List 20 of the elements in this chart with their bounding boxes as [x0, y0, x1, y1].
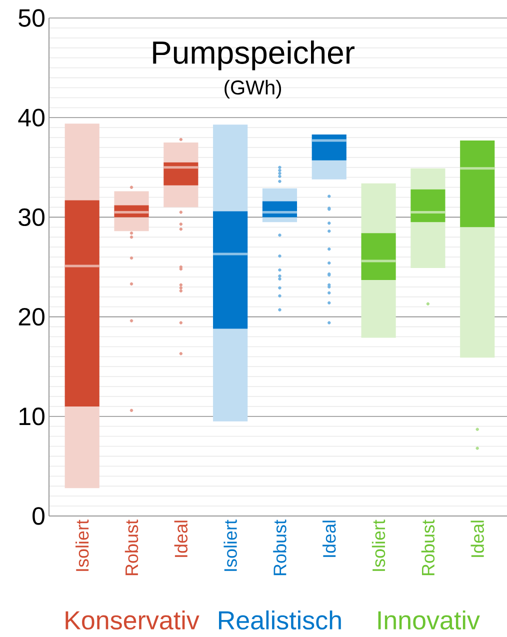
y-tick-label: 30	[18, 208, 44, 226]
x-tick-label: Ideal	[470, 520, 484, 557]
y-tick-label: 10	[20, 408, 44, 426]
text: Konservativ	[66, 610, 200, 630]
x-tick-label: Isoliert	[224, 520, 237, 571]
text: (GWh)	[224, 80, 282, 99]
x-tick-label: Robust	[124, 520, 138, 576]
x-tick-label: Robust	[273, 520, 286, 576]
y-tick-label: 0	[32, 507, 44, 525]
text: Realistisch	[219, 610, 341, 630]
y-tick-label: 40	[18, 108, 44, 126]
x-tick-label: Ideal	[174, 520, 188, 557]
y-tick-label: 20	[18, 308, 44, 326]
x-tick-label: Robust	[421, 520, 435, 576]
text: Innovativ	[378, 610, 480, 630]
text: Pumpspeicher	[153, 40, 355, 70]
x-tick-label: Isoliert	[75, 520, 89, 571]
x-tick-label: Isoliert	[372, 520, 386, 571]
y-tick-label: 50	[18, 9, 44, 27]
x-tick-label: Ideal	[322, 520, 336, 557]
